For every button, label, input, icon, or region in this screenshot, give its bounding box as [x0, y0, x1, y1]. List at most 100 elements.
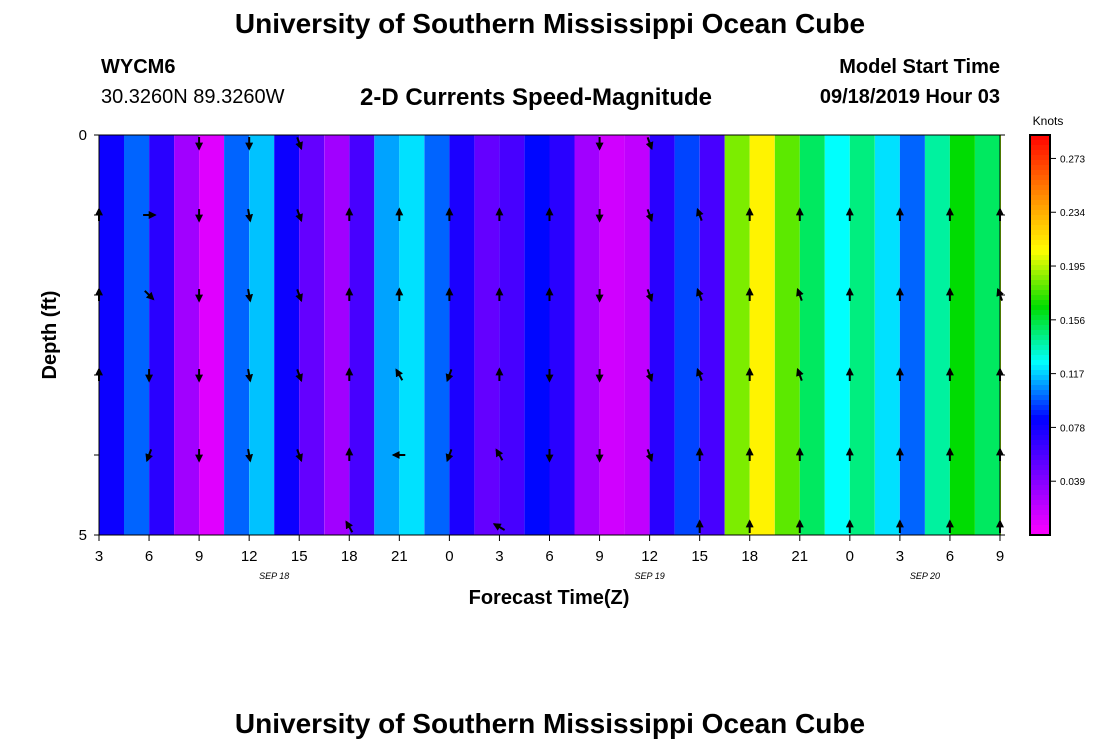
- colorbar-cell: [1030, 505, 1050, 511]
- current-arrow: [295, 137, 303, 151]
- station-coordinates: 30.3260N 89.3260W: [101, 86, 285, 108]
- current-arrow: [492, 523, 506, 531]
- x-tick-label: 6: [946, 548, 954, 565]
- current-arrow: [445, 369, 454, 383]
- current-arrow: [245, 368, 254, 383]
- heatmap-cell: [124, 135, 149, 535]
- colorbar-cell: [1030, 340, 1050, 346]
- footer-title: University of Southern Mississippi Ocean…: [234, 708, 866, 739]
- heatmap-cell: [799, 135, 825, 535]
- date-label: SEP 18: [259, 571, 289, 581]
- colorbar-cell: [1030, 405, 1050, 411]
- colorbar-cell: [1030, 500, 1050, 506]
- heatmap-cell: [424, 135, 450, 535]
- colorbar-cell: [1030, 445, 1050, 451]
- current-arrow: [445, 449, 454, 463]
- colorbar-cell: [1030, 470, 1050, 476]
- colorbar-tick-label: 0.273: [1060, 154, 1085, 165]
- colorbar-tick-label: 0.039: [1060, 477, 1085, 488]
- current-arrow: [245, 288, 254, 303]
- x-tick-label: 6: [145, 548, 153, 565]
- heatmap-cell: [224, 135, 250, 535]
- colorbar-tick-label: 0.117: [1060, 370, 1085, 381]
- colorbar-cell: [1030, 465, 1050, 471]
- heatmap-cell: [399, 135, 425, 535]
- heatmap-cell: [724, 135, 750, 535]
- colorbar-cell: [1030, 425, 1050, 431]
- colorbar-cell: [1030, 180, 1050, 186]
- colorbar-cell: [1030, 215, 1050, 221]
- colorbar-cell: [1030, 320, 1050, 326]
- colorbar-cell: [1030, 475, 1050, 481]
- colorbar-cell: [1030, 380, 1050, 386]
- current-arrow: [145, 449, 153, 463]
- colorbar-tick-label: 0.234: [1060, 208, 1085, 219]
- colorbar-tick-label: 0.195: [1060, 262, 1085, 273]
- heatmap-cell: [174, 135, 200, 535]
- date-label: SEP 20: [910, 571, 940, 581]
- colorbar-cell: [1030, 370, 1050, 376]
- colorbar-cell: [1030, 395, 1050, 401]
- current-arrow: [295, 289, 303, 303]
- current-arrow: [696, 367, 704, 381]
- colorbar-cell: [1030, 435, 1050, 441]
- x-tick-label: 9: [195, 548, 203, 565]
- colorbar-cell: [1030, 285, 1050, 291]
- colorbar-cell: [1030, 455, 1050, 461]
- axis-ticks: 3 6 9 12 15 18 21 0 3 6 9 12 15 18 21 0 3 6 9 SEP 18 SEP 19 S…: [79, 127, 1005, 581]
- colorbar-cell: [1030, 200, 1050, 206]
- colorbar-cell: [1030, 530, 1050, 536]
- colorbar-label: Knots: [1033, 114, 1064, 128]
- colorbar-cell: [1030, 290, 1050, 296]
- colorbar: Knots 0.273 0.234 0.195 0.156 0.117 0.078 0.03…: [1029, 114, 1085, 536]
- heatmap-cell: [199, 135, 225, 535]
- current-arrow: [495, 448, 504, 461]
- colorbar-cell: [1030, 295, 1050, 301]
- colorbar-cell: [1030, 265, 1050, 271]
- x-tick-label: 15: [691, 548, 708, 565]
- heatmap-cell: [524, 135, 550, 535]
- colorbar-cell: [1030, 485, 1050, 491]
- colorbar-cell: [1030, 260, 1050, 266]
- heatmap-cell: [299, 135, 325, 535]
- x-tick-label: 3: [95, 548, 103, 565]
- colorbar-cell: [1030, 310, 1050, 316]
- current-arrow: [645, 137, 654, 151]
- current-arrow: [245, 448, 254, 463]
- colorbar-cell: [1030, 410, 1050, 416]
- colorbar-cell: [1030, 515, 1050, 521]
- colorbar-cell: [1030, 390, 1050, 396]
- colorbar-cell: [1030, 205, 1050, 211]
- current-arrow: [645, 449, 654, 463]
- heatmap-cell: [574, 135, 600, 535]
- heatmap-cell: [849, 135, 875, 535]
- x-tick-label: 12: [241, 548, 258, 565]
- colorbar-cell: [1030, 235, 1050, 241]
- colorbar-cell: [1030, 245, 1050, 251]
- colorbar-cell: [1030, 350, 1050, 356]
- heatmap-cell: [249, 135, 275, 535]
- x-tick-label: 21: [791, 548, 808, 565]
- colorbar-cell: [1030, 360, 1050, 366]
- date-label: SEP 19: [635, 571, 665, 581]
- colorbar-frame: [1029, 134, 1051, 536]
- colorbar-cell: [1030, 345, 1050, 351]
- current-arrow: [395, 368, 404, 381]
- colorbar-cell: [1030, 460, 1050, 466]
- heatmap-cell: [449, 135, 475, 535]
- x-tick-label: 12: [641, 548, 658, 565]
- station-id: WYCM6: [101, 56, 176, 78]
- heatmap-cell: [624, 135, 650, 535]
- colorbar-cell: [1030, 525, 1050, 531]
- colorbar-cell: [1030, 385, 1050, 391]
- colorbar-cell: [1030, 150, 1050, 156]
- heatmap-cell: [649, 135, 675, 535]
- x-tick-label: 0: [846, 548, 854, 565]
- heatmap-cell: [749, 135, 775, 535]
- colorbar-cell: [1030, 175, 1050, 181]
- colorbar-cell: [1030, 135, 1050, 141]
- current-arrow: [796, 287, 804, 301]
- heatmap-cell: [324, 135, 350, 535]
- colorbar-cell: [1030, 325, 1050, 331]
